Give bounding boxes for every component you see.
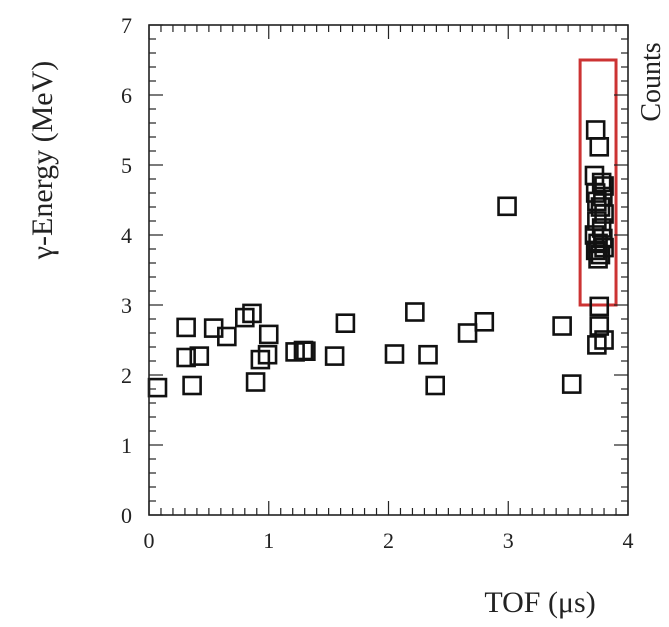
data-point: [588, 249, 608, 269]
data-point: [147, 377, 168, 398]
data-point: [189, 346, 210, 366]
x-tick-label: 3: [503, 528, 514, 553]
data-point: [497, 196, 517, 217]
data-point: [589, 296, 610, 317]
data-point: [242, 303, 262, 324]
x-tick-label: 1: [263, 528, 274, 553]
x-tick-labels: 0 1 2 3 4: [144, 528, 634, 553]
data-point: [590, 197, 611, 217]
data-point: [587, 191, 607, 212]
data-point: [591, 218, 612, 238]
x-tick-label: 0: [144, 528, 155, 553]
plot-frame: [148, 24, 629, 516]
data-point: [335, 313, 356, 334]
data-point: [585, 120, 606, 140]
y-tick-label: 6: [121, 83, 132, 108]
y-tick-label: 3: [121, 293, 132, 318]
data-point: [589, 137, 610, 157]
y-tick-label: 2: [121, 363, 132, 388]
highlight-box: [578, 58, 618, 307]
data-point: [245, 372, 266, 392]
data-point: [176, 317, 196, 338]
y-tick-label: 5: [121, 153, 132, 178]
data-points-layer: [147, 120, 614, 398]
data-point: [587, 335, 607, 355]
data-point: [474, 311, 495, 332]
y-tick-label: 7: [121, 13, 132, 38]
data-point: [594, 204, 614, 224]
data-point: [176, 347, 196, 368]
axis-ticks: [148, 24, 629, 516]
y-tick-label: 4: [121, 223, 132, 248]
data-point: [257, 344, 278, 365]
x-tick-label: 2: [383, 528, 394, 553]
data-point: [591, 172, 612, 193]
data-point: [250, 349, 271, 370]
data-point: [594, 330, 614, 350]
data-point: [384, 344, 405, 364]
data-point: [324, 346, 345, 366]
x-tick-label: 4: [623, 528, 634, 553]
data-point: [425, 375, 446, 396]
data-point: [182, 375, 202, 396]
highlight-box-layer: [578, 58, 618, 307]
y-tick-label: 0: [121, 503, 132, 528]
data-point: [405, 302, 425, 322]
data-point: [552, 316, 572, 336]
data-point: [296, 341, 316, 362]
y-axis-label: γ-Energy (MeV): [26, 61, 59, 260]
counts-axis-label: Counts: [636, 42, 667, 121]
data-point: [457, 323, 478, 343]
data-point: [561, 374, 582, 394]
data-point: [418, 344, 438, 365]
y-tick-labels: 0 1 2 3 4 5 6 7: [121, 13, 132, 528]
data-point: [589, 316, 610, 336]
data-point: [588, 233, 608, 254]
data-point: [235, 307, 255, 328]
data-point: [217, 326, 237, 347]
data-point: [590, 244, 611, 265]
y-tick-label: 1: [121, 433, 132, 458]
x-axis-label: TOF (μs): [484, 586, 595, 619]
data-point: [258, 324, 279, 345]
